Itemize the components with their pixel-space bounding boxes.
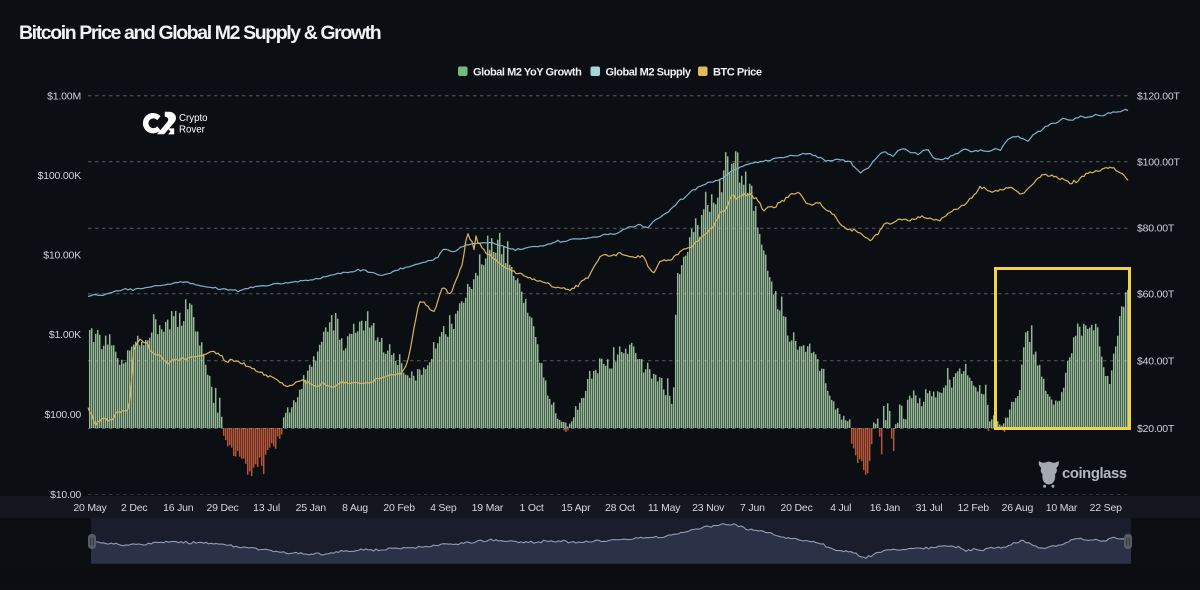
svg-text:13 Jul: 13 Jul [253, 502, 280, 514]
svg-text:Global M2 Supply: Global M2 Supply [606, 67, 692, 79]
svg-text:Bitcoin Price and Global M2 Su: Bitcoin Price and Global M2 Supply & Gro… [19, 22, 381, 44]
svg-text:29 Dec: 29 Dec [206, 502, 238, 514]
svg-text:8 Aug: 8 Aug [342, 502, 368, 514]
svg-text:11 May: 11 May [648, 502, 681, 514]
svg-text:20 Dec: 20 Dec [781, 502, 813, 514]
svg-text:$10.00: $10.00 [50, 489, 81, 501]
svg-text:$10.00K: $10.00K [43, 249, 81, 261]
svg-text:25 Jan: 25 Jan [296, 502, 327, 514]
svg-text:16 Jun: 16 Jun [163, 502, 194, 514]
svg-text:$1.00M: $1.00M [47, 90, 81, 102]
svg-text:$20.00T: $20.00T [1137, 423, 1175, 435]
svg-text:$120.00T: $120.00T [1137, 90, 1181, 102]
svg-text:$100.00K: $100.00K [38, 170, 82, 182]
svg-text:28 Oct: 28 Oct [605, 502, 635, 514]
svg-text:Crypto: Crypto [179, 113, 208, 124]
svg-text:20 Feb: 20 Feb [383, 502, 415, 514]
svg-text:Global M2 YoY Growth: Global M2 YoY Growth [473, 67, 582, 79]
svg-text:20 May: 20 May [73, 502, 107, 514]
svg-text:coinglass: coinglass [1062, 466, 1127, 482]
svg-text:7 Jun: 7 Jun [740, 502, 765, 514]
svg-text:$1.00K: $1.00K [49, 329, 81, 341]
svg-text:26 Aug: 26 Aug [1002, 502, 1034, 514]
svg-text:22 Sep: 22 Sep [1090, 502, 1122, 514]
svg-text:2 Dec: 2 Dec [121, 502, 147, 514]
svg-text:BTC Price: BTC Price [713, 67, 762, 79]
svg-text:4 Sep: 4 Sep [430, 502, 457, 514]
svg-text:12 Feb: 12 Feb [957, 502, 989, 514]
svg-text:$100.00: $100.00 [44, 409, 81, 421]
svg-text:19 Mar: 19 Mar [472, 502, 504, 514]
svg-text:10 Mar: 10 Mar [1046, 502, 1078, 514]
svg-text:4 Jul: 4 Jul [830, 502, 851, 514]
svg-text:$80.00T: $80.00T [1137, 223, 1175, 235]
svg-text:$100.00T: $100.00T [1137, 156, 1181, 168]
svg-text:1 Oct: 1 Oct [520, 502, 544, 514]
svg-text:31 Jul: 31 Jul [916, 502, 943, 514]
svg-text:$60.00T: $60.00T [1137, 288, 1175, 300]
svg-text:$40.00T: $40.00T [1137, 355, 1175, 367]
svg-text:Rover: Rover [179, 125, 206, 136]
svg-text:16 Jan: 16 Jan [870, 502, 901, 514]
svg-text:15 Apr: 15 Apr [561, 502, 591, 514]
svg-text:23 Nov: 23 Nov [692, 502, 725, 514]
